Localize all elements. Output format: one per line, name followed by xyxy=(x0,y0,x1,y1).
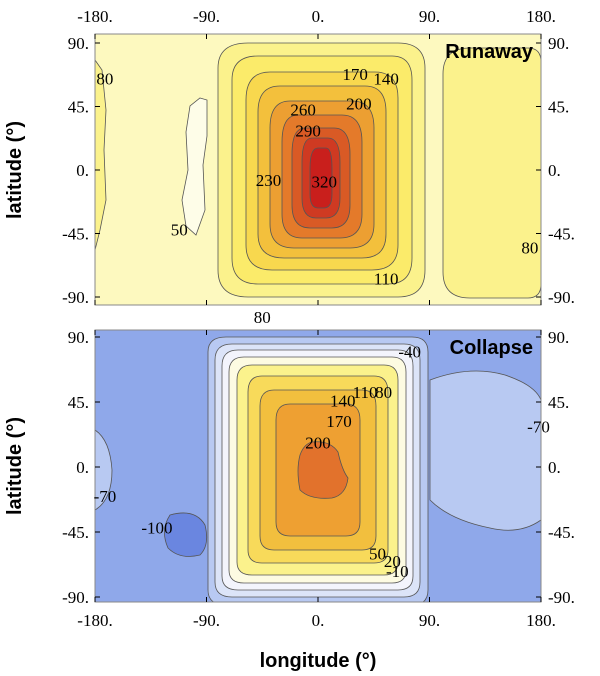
collapse-left-light-region xyxy=(95,429,113,511)
runaway-left-sliver xyxy=(95,59,107,251)
collapse-contour-label: 170 xyxy=(326,412,352,431)
runaway-y-tick-label-left: 45. xyxy=(68,98,89,117)
collapse-y-axis-label: latitude (°) xyxy=(4,417,26,515)
runaway-cream-blob xyxy=(181,97,208,236)
runaway-right-region xyxy=(442,47,541,299)
collapse-contour-label: 20 xyxy=(384,552,401,571)
runaway-x-tick-label-top: 0. xyxy=(312,7,325,26)
runaway-contour-fill xyxy=(95,34,541,305)
runaway-x-tick-label-top: 180. xyxy=(526,7,556,26)
runaway-contour-label: 320 xyxy=(311,172,337,191)
runaway-contour-label: 230 xyxy=(256,171,282,190)
runaway-y-tick-label-right: -90. xyxy=(548,288,575,307)
collapse-contour-200 xyxy=(297,441,349,499)
runaway-contour-320 xyxy=(309,147,333,209)
runaway-x-tick-label-top: -180. xyxy=(77,7,112,26)
collapse-contour-label: 200 xyxy=(305,433,331,452)
collapse-y-tick-label-right: 45. xyxy=(548,393,569,412)
runaway-y-tick-label-left: 0. xyxy=(76,161,89,180)
runaway-y-axis-label: latitude (°) xyxy=(4,121,26,219)
collapse-y-tick-label-left: 45. xyxy=(68,393,89,412)
collapse-contour-label: -10 xyxy=(386,562,409,581)
collapse-x-tick-label-bottom: 0. xyxy=(312,611,325,630)
collapse-y-tick-label-right: -45. xyxy=(548,523,575,542)
collapse-y-tick-label-left: 90. xyxy=(68,328,89,347)
runaway-y-tick-label-right: 90. xyxy=(548,34,569,53)
collapse-y-tick-label-right: 0. xyxy=(548,458,561,477)
runaway-contour-label: 140 xyxy=(373,69,399,88)
runaway-y-tick-label-right: 45. xyxy=(548,98,569,117)
collapse-y-tick-label-left: -45. xyxy=(62,523,89,542)
collapse-contour-label: -100 xyxy=(141,519,172,538)
collapse-right-light-region xyxy=(429,370,541,531)
collapse-contour-label: 110 xyxy=(353,383,378,402)
collapse-y-tick-label-left: -90. xyxy=(62,588,89,607)
collapse-contour-fill xyxy=(95,330,541,602)
runaway-y-tick-label-left: -90. xyxy=(62,288,89,307)
runaway-title: Runaway xyxy=(445,41,534,63)
runaway-y-tick-label-left: -45. xyxy=(62,225,89,244)
collapse-title: Collapse xyxy=(450,337,533,359)
collapse-contour-label: -70 xyxy=(527,418,550,437)
runaway-contour-label: 80 xyxy=(521,239,538,258)
collapse-contour-label: 50 xyxy=(369,545,386,564)
collapse-dark-blob xyxy=(164,512,208,557)
runaway-contour-label: 110 xyxy=(374,270,399,289)
runaway-ticks: -180. -90. 0. 90. 180. 90. 90. 45. 45. 0. 0. -45. -4… xyxy=(62,7,575,307)
runaway-x-tick-label-top: 90. xyxy=(419,7,440,26)
runaway-y-tick-label-right: -45. xyxy=(548,225,575,244)
collapse-y-tick-label-left: 0. xyxy=(76,458,89,477)
collapse-x-tick-label-bottom: 90. xyxy=(419,611,440,630)
collapse-ticks: -180. -90. 0. 90. 180.90. 90.45. 45.0. 0.-45. -4… xyxy=(62,328,575,630)
runaway-contour-label: 80 xyxy=(96,69,113,88)
collapse-contour-label: -40 xyxy=(398,342,421,361)
collapse-x-tick-label-bottom: -90. xyxy=(193,611,220,630)
runaway-contour-label: 260 xyxy=(290,100,316,119)
runaway-contour-label: 290 xyxy=(295,121,321,140)
collapse-contour-label: 80 xyxy=(375,383,392,402)
runaway-contour-label: 50 xyxy=(171,220,188,239)
runaway-y-tick-label-right: 0. xyxy=(548,161,561,180)
runaway-x-tick-label-top: -90. xyxy=(193,7,220,26)
collapse-x-tick-label-bottom: 180. xyxy=(526,611,556,630)
collapse-x-tick-label-bottom: -180. xyxy=(77,611,112,630)
collapse-y-tick-label-right: -90. xyxy=(548,588,575,607)
collapse-contour-label: 140 xyxy=(330,392,356,411)
x-axis-label: longitude (°) xyxy=(260,650,377,672)
runaway-contour-label: 200 xyxy=(346,95,372,114)
runaway-y-tick-label-left: 90. xyxy=(68,34,89,53)
collapse-y-tick-label-right: 90. xyxy=(548,328,569,347)
runaway-contour-label: 80 xyxy=(254,308,271,327)
runaway-contour-label: 170 xyxy=(342,65,368,84)
collapse-contour-label: -70 xyxy=(94,487,117,506)
